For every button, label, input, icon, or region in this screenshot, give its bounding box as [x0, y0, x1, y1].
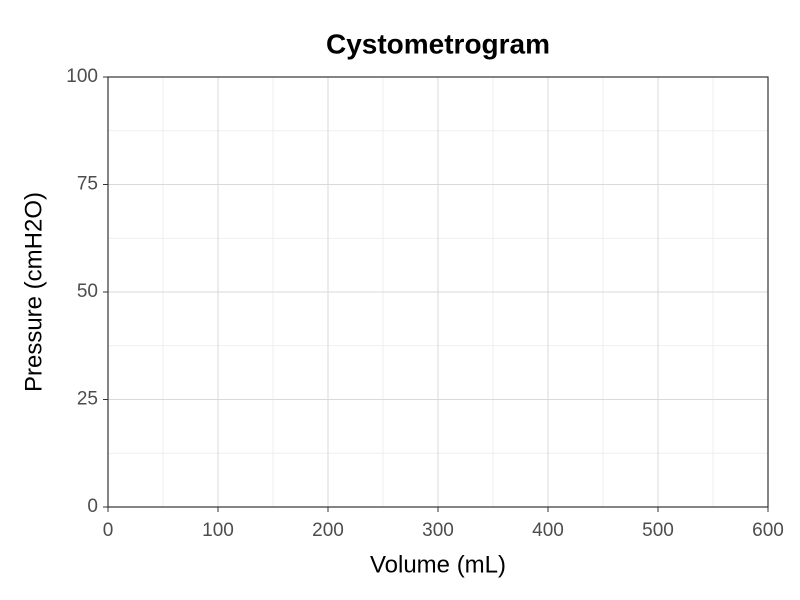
y-tick-label: 25	[77, 389, 98, 410]
x-tick-label: 0	[103, 520, 114, 541]
x-tick-label: 500	[642, 520, 674, 541]
y-tick-label: 50	[77, 281, 98, 302]
panel-border	[107, 76, 769, 508]
x-tick-label: 400	[532, 520, 564, 541]
x-tick-label: 300	[422, 520, 454, 541]
y-tick-label: 0	[87, 496, 98, 517]
x-tick-label: 100	[202, 520, 234, 541]
chart-title: Cystometrogram	[326, 28, 550, 59]
x-tick-label: 600	[752, 520, 784, 541]
y-tick-label: 75	[77, 174, 98, 195]
y-tick-label: 100	[66, 66, 98, 87]
x-tick-label: 200	[312, 520, 344, 541]
x-axis-title: Volume (mL)	[370, 551, 506, 578]
y-axis-title: Pressure (cmH2O)	[20, 192, 47, 392]
